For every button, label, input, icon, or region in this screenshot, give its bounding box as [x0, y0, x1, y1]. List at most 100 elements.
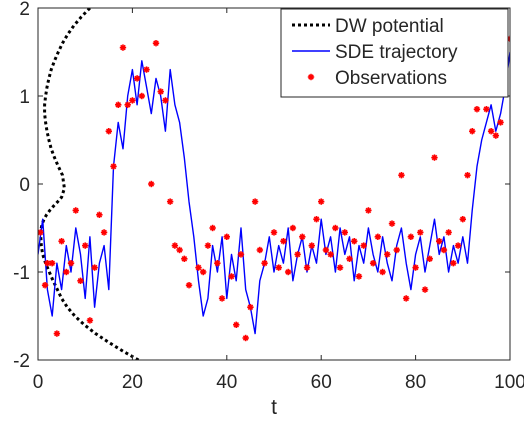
- observation-point: [393, 246, 400, 254]
- observation-point: [351, 238, 358, 245]
- x-tick-label: 0: [33, 372, 44, 393]
- legend-label-observations: Observations: [335, 68, 447, 89]
- observation-point: [369, 260, 377, 267]
- observation-point: [48, 260, 56, 267]
- observation-point: [384, 251, 391, 258]
- observation-point: [407, 233, 415, 240]
- observation-point: [181, 255, 188, 262]
- observation-point: [148, 180, 155, 188]
- observation-point: [218, 295, 226, 302]
- observation-point: [402, 295, 410, 302]
- observation-point: [119, 44, 127, 51]
- observation-point: [289, 224, 297, 232]
- legend-swatch-observations: [307, 73, 315, 81]
- observation-point: [242, 334, 249, 342]
- y-tick-label: -1: [13, 263, 30, 284]
- observation-point: [487, 128, 495, 135]
- observation-point: [473, 106, 481, 113]
- observation-point: [388, 220, 396, 227]
- observation-point: [129, 97, 136, 104]
- observation-point: [261, 260, 268, 267]
- observation-point: [233, 321, 240, 328]
- observation-point: [308, 242, 315, 249]
- observation-point: [332, 224, 339, 232]
- observation-point: [77, 277, 84, 284]
- observation-point: [100, 229, 108, 236]
- observation-point: [171, 242, 179, 249]
- observation-point: [82, 242, 89, 249]
- observation-point: [41, 282, 49, 289]
- y-tick-label: 0: [19, 175, 30, 196]
- x-axis-label: t: [271, 396, 277, 419]
- observation-point: [275, 264, 282, 271]
- observation-point: [426, 255, 433, 262]
- observation-point: [440, 246, 448, 254]
- observation-point: [450, 260, 457, 267]
- observation-point: [200, 268, 207, 276]
- observation-point: [143, 66, 150, 73]
- observation-point: [251, 198, 259, 205]
- observation-point: [459, 216, 466, 223]
- observation-point: [483, 106, 490, 113]
- observation-point: [86, 317, 94, 324]
- observation-point: [176, 246, 183, 254]
- observation-point: [421, 286, 429, 293]
- observation-point: [497, 119, 504, 126]
- legend-label-sde-trajectory: SDE trajectory: [335, 42, 458, 63]
- observation-point: [214, 260, 221, 267]
- x-tick-label: 20: [122, 372, 143, 393]
- observation-point: [209, 224, 216, 232]
- observation-point: [157, 88, 164, 95]
- observation-point: [464, 172, 471, 179]
- x-tick-label: 40: [216, 372, 237, 393]
- observation-point: [322, 246, 330, 254]
- observation-point: [270, 229, 278, 236]
- observation-point: [303, 264, 311, 271]
- observation-point: [105, 128, 112, 135]
- x-tick-label: 100: [494, 372, 524, 393]
- y-tick-label: -2: [13, 351, 30, 372]
- observation-point: [492, 132, 500, 139]
- observation-point: [341, 229, 348, 236]
- observation-point: [115, 101, 122, 108]
- observation-point: [204, 242, 212, 249]
- observation-point: [280, 238, 287, 245]
- y-tick-label: 2: [19, 0, 30, 20]
- observation-point: [138, 92, 146, 100]
- observation-point: [374, 233, 382, 240]
- observation-point: [247, 304, 254, 311]
- observation-point: [72, 207, 79, 214]
- observation-point: [360, 242, 367, 249]
- observation-point: [133, 75, 141, 82]
- observation-point: [313, 216, 320, 223]
- y-tick-label: 1: [19, 87, 30, 108]
- observation-point: [398, 172, 405, 179]
- observation-point: [469, 128, 476, 135]
- observation-point: [284, 268, 292, 276]
- observation-point: [355, 273, 363, 280]
- series-sde-trajectory: [38, 51, 510, 335]
- observation-point: [63, 268, 70, 276]
- observation-point: [223, 233, 230, 240]
- observation-point: [299, 233, 306, 240]
- series-dw-potential: [39, 8, 140, 360]
- observation-point: [195, 264, 202, 271]
- observation-point: [346, 255, 353, 262]
- legend: DW potential SDE trajectory Observations: [280, 8, 509, 98]
- observation-point: [417, 229, 424, 236]
- observation-point: [412, 264, 419, 271]
- observation-point: [365, 207, 372, 214]
- observation-point: [336, 264, 344, 271]
- observation-point: [237, 251, 245, 258]
- legend-label-dw-potential: DW potential: [335, 16, 444, 37]
- legend-observation-marker: [307, 73, 315, 81]
- observation-point: [166, 198, 174, 205]
- observation-point: [162, 97, 169, 104]
- observation-point: [379, 268, 386, 276]
- observation-point: [96, 211, 103, 218]
- observation-point: [67, 260, 75, 267]
- observation-point: [91, 264, 98, 271]
- observation-point: [58, 238, 65, 245]
- observation-point: [294, 251, 301, 258]
